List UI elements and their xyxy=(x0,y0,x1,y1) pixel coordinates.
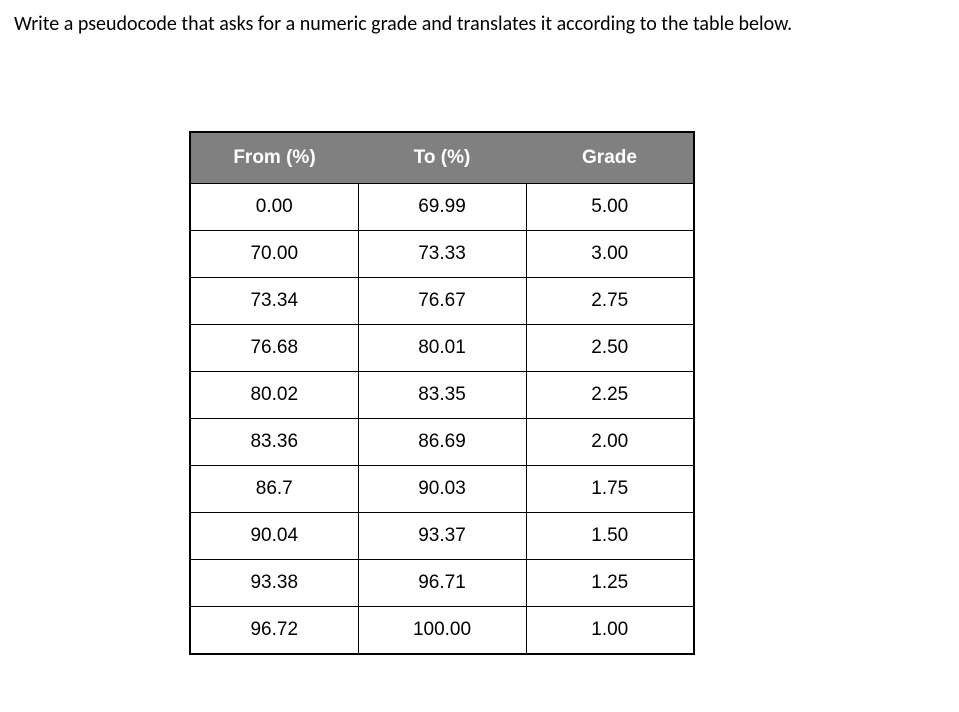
cell-to: 73.33 xyxy=(358,231,526,278)
table-row: 73.34 76.67 2.75 xyxy=(190,278,694,325)
cell-to: 90.03 xyxy=(358,466,526,513)
cell-grade: 1.50 xyxy=(526,513,694,560)
table-row: 96.72 100.00 1.00 xyxy=(190,607,694,655)
cell-from: 90.04 xyxy=(190,513,358,560)
table-row: 0.00 69.99 5.00 xyxy=(190,184,694,231)
table-row: 93.38 96.71 1.25 xyxy=(190,560,694,607)
cell-to: 93.37 xyxy=(358,513,526,560)
cell-from: 0.00 xyxy=(190,184,358,231)
grade-table-container: From (%) To (%) Grade 0.00 69.99 5.00 70… xyxy=(189,131,945,655)
cell-from: 93.38 xyxy=(190,560,358,607)
cell-to: 96.71 xyxy=(358,560,526,607)
cell-grade: 1.00 xyxy=(526,607,694,655)
cell-from: 80.02 xyxy=(190,372,358,419)
table-row: 86.7 90.03 1.75 xyxy=(190,466,694,513)
table-row: 90.04 93.37 1.50 xyxy=(190,513,694,560)
table-row: 80.02 83.35 2.25 xyxy=(190,372,694,419)
grade-table: From (%) To (%) Grade 0.00 69.99 5.00 70… xyxy=(189,131,695,655)
cell-grade: 3.00 xyxy=(526,231,694,278)
cell-to: 86.69 xyxy=(358,419,526,466)
table-row: 76.68 80.01 2.50 xyxy=(190,325,694,372)
cell-from: 73.34 xyxy=(190,278,358,325)
column-header-grade: Grade xyxy=(526,132,694,184)
cell-grade: 1.75 xyxy=(526,466,694,513)
cell-to: 69.99 xyxy=(358,184,526,231)
column-header-from: From (%) xyxy=(190,132,358,184)
cell-grade: 2.25 xyxy=(526,372,694,419)
cell-grade: 5.00 xyxy=(526,184,694,231)
cell-from: 70.00 xyxy=(190,231,358,278)
cell-from: 96.72 xyxy=(190,607,358,655)
cell-grade: 2.50 xyxy=(526,325,694,372)
table-row: 70.00 73.33 3.00 xyxy=(190,231,694,278)
cell-from: 76.68 xyxy=(190,325,358,372)
cell-grade: 1.25 xyxy=(526,560,694,607)
column-header-to: To (%) xyxy=(358,132,526,184)
table-row: 83.36 86.69 2.00 xyxy=(190,419,694,466)
table-header-row: From (%) To (%) Grade xyxy=(190,132,694,184)
cell-from: 86.7 xyxy=(190,466,358,513)
cell-from: 83.36 xyxy=(190,419,358,466)
prompt-text: Write a pseudocode that asks for a numer… xyxy=(14,12,945,36)
cell-grade: 2.00 xyxy=(526,419,694,466)
cell-to: 80.01 xyxy=(358,325,526,372)
cell-to: 100.00 xyxy=(358,607,526,655)
cell-grade: 2.75 xyxy=(526,278,694,325)
table-body: 0.00 69.99 5.00 70.00 73.33 3.00 73.34 7… xyxy=(190,184,694,655)
cell-to: 83.35 xyxy=(358,372,526,419)
cell-to: 76.67 xyxy=(358,278,526,325)
